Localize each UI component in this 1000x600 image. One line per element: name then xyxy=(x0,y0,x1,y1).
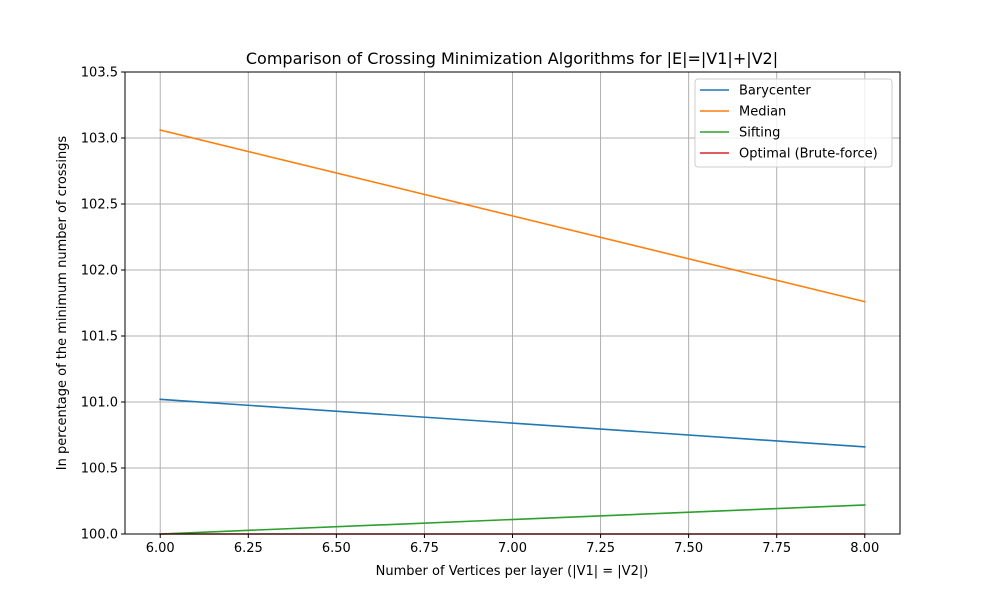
x-tick-label: 7.25 xyxy=(586,541,615,556)
x-axis-label: Number of Vertices per layer (|V1| = |V2… xyxy=(376,564,649,579)
series-line-median xyxy=(159,129,866,303)
x-tick-label: 7.50 xyxy=(674,541,703,556)
y-axis-label: In percentage of the minimum number of c… xyxy=(55,136,70,471)
legend-label-barycenter: Barycenter xyxy=(739,84,811,99)
y-axis-ticks: 100.0 100.5 101.0 101.5 102.0 102.5 103.0 103.5 xyxy=(81,66,125,543)
y-tick-label: 100.0 xyxy=(81,528,118,543)
series-line-barycenter xyxy=(159,398,866,448)
x-tick-label: 8.00 xyxy=(850,541,879,556)
y-tick-label: 102.5 xyxy=(81,198,118,213)
x-axis-ticks: 6.00 6.25 6.50 6.75 7.00 7.25 7.50 7.75 8.00 xyxy=(146,534,879,556)
legend-label-median: Median xyxy=(739,105,786,120)
x-tick-label: 6.25 xyxy=(234,541,263,556)
y-tick-label: 101.0 xyxy=(81,396,118,411)
y-tick-label: 100.5 xyxy=(81,462,118,477)
legend-label-optimal-brute-force: Optimal (Brute-force) xyxy=(739,147,878,162)
x-tick-label: 7.00 xyxy=(498,541,527,556)
x-tick-label: 7.75 xyxy=(762,541,791,556)
x-tick-label: 6.50 xyxy=(322,541,351,556)
series-line-sifting xyxy=(159,504,866,535)
y-tick-label: 103.0 xyxy=(81,132,118,147)
legend: Barycenter Median Sifting Optimal (Brute-fo… xyxy=(694,78,893,168)
legend-label-sifting: Sifting xyxy=(739,126,780,141)
legend-box xyxy=(694,78,893,168)
y-tick-label: 103.5 xyxy=(81,66,118,81)
y-tick-label: 101.5 xyxy=(81,330,118,345)
chart-title: Comparison of Crossing Minimization Algo… xyxy=(246,49,778,68)
x-tick-label: 6.75 xyxy=(410,541,439,556)
y-tick-label: 102.0 xyxy=(81,264,118,279)
x-tick-label: 6.00 xyxy=(146,541,175,556)
